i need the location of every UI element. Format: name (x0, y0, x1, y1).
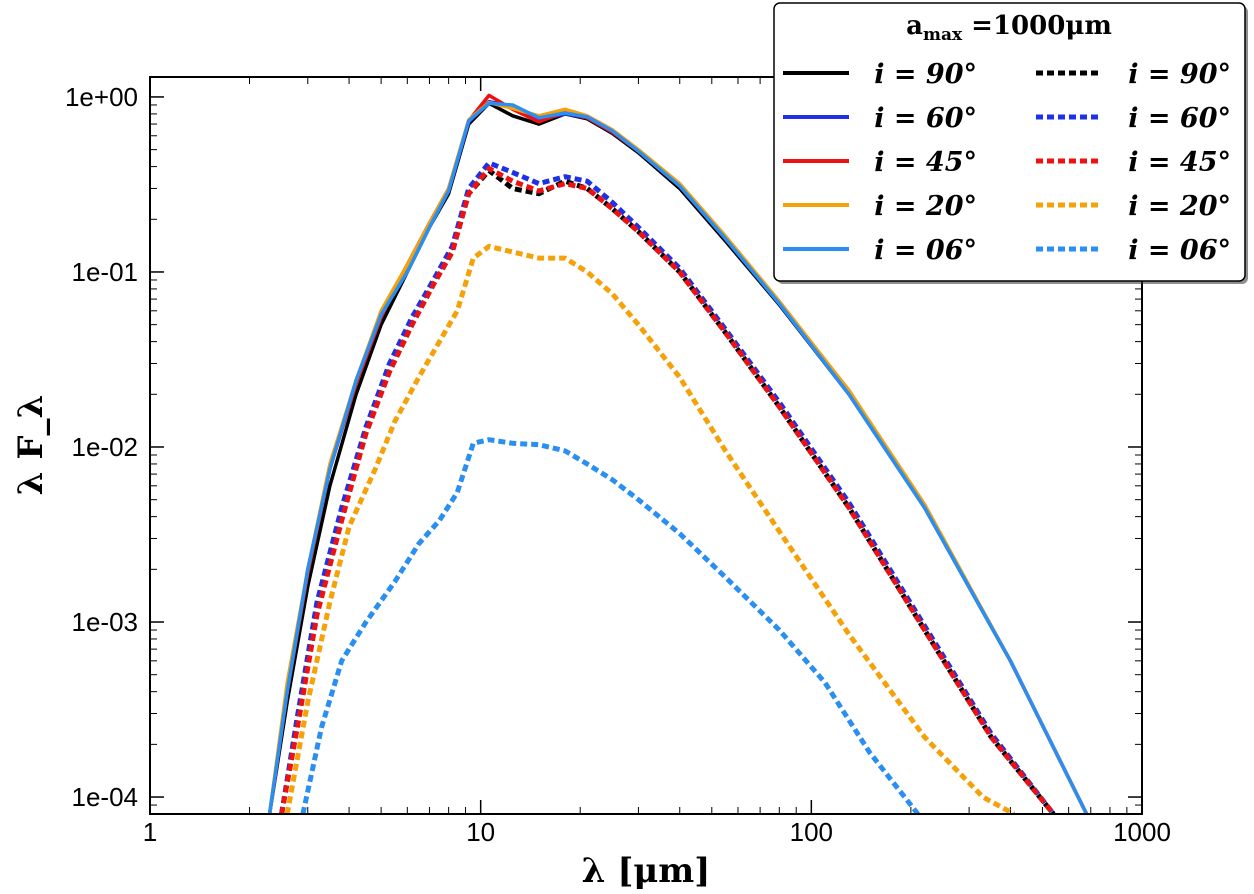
series-line-solid-4 (267, 101, 1089, 814)
legend-label-8: i = 20° (1128, 191, 1231, 222)
x-tick-label: 10 (466, 817, 495, 847)
legend-label-9: i = 06° (1128, 235, 1231, 266)
y-tick-label: 1e+00 (65, 82, 138, 112)
series-line-dotted-8 (284, 243, 1016, 814)
legend-label-6: i = 60° (1128, 103, 1231, 134)
series-line-dotted-7 (279, 166, 1056, 814)
legend-label-2: i = 45° (874, 147, 977, 178)
legend-items: i = 90° i = 60° i = 45° i = 20° i = 06° i = 9… (783, 59, 1231, 266)
x-tick-label: 1 (143, 817, 157, 847)
legend-title-subscript: max (923, 25, 963, 45)
plot-frame (149, 76, 1143, 815)
x-axis-title: λ [μm] (582, 851, 711, 891)
series-line-dotted-9 (300, 437, 920, 814)
x-tick-label: 1000 (1113, 817, 1171, 847)
series-line-dotted-6 (279, 160, 1056, 814)
legend-box (773, 2, 1246, 282)
legend-label-1: i = 60° (874, 103, 977, 134)
y-tick-label: 1e-04 (72, 782, 139, 812)
tick-labels: 1 10 100 1000 1e+00 1e-01 1e-02 1e-03 1e-04 (65, 82, 1171, 847)
x-tick-label: 100 (790, 817, 833, 847)
series-layer (267, 93, 1089, 814)
legend-label-7: i = 45° (1128, 147, 1231, 178)
y-tick-label: 1e-03 (72, 607, 139, 637)
legend-title: amax =1000μm (906, 11, 1112, 45)
y-axis-title: λ F_λ (11, 395, 51, 496)
legend-label-0: i = 90° (874, 59, 977, 90)
y-tick-label: 1e-01 (72, 257, 139, 287)
legend-label-5: i = 90° (1128, 59, 1231, 90)
legend-label-4: i = 06° (874, 235, 977, 266)
y-tick-label: 1e-02 (72, 432, 139, 462)
legend: amax =1000μm i = 90° i = 60° i = 45° i = 20… (773, 2, 1248, 284)
legend-label-3: i = 20° (874, 191, 977, 222)
